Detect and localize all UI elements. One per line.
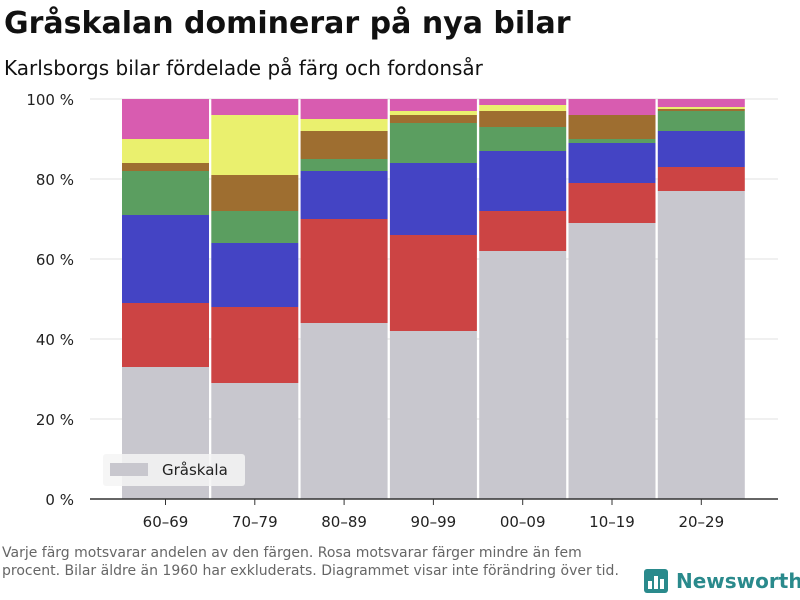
bar-segment	[389, 111, 477, 115]
legend-entry-label: Gråskala	[162, 461, 228, 479]
brand-name: Newsworthy	[676, 569, 800, 593]
chart-subtitle: Karlsborgs bilar fördelade på färg och f…	[4, 56, 483, 80]
bar-segment	[389, 115, 477, 123]
bar-segment	[300, 99, 388, 119]
y-tick-label: 100 %	[26, 91, 74, 109]
bar-segment	[479, 127, 567, 151]
bar-segment	[300, 131, 388, 159]
bar-segment	[122, 171, 209, 215]
stacked-bar-chart: 0 % 20 % 40 % 60 % 80 % 100 % 60–69 70–79 80–89 9…	[26, 91, 778, 531]
bar-segment	[479, 251, 567, 499]
y-tick-label: 0 %	[45, 491, 74, 509]
bar-segment	[211, 211, 299, 243]
bar-segment	[389, 235, 477, 331]
brand-logo: Newsworthy	[644, 568, 800, 594]
x-tick-label: 70–79	[232, 513, 278, 531]
x-tick-label: 00–09	[500, 513, 546, 531]
bar-segment	[122, 99, 209, 139]
bar-segment	[122, 163, 209, 171]
bar-segment	[657, 131, 745, 167]
bar-segment	[300, 323, 388, 499]
bar-segment	[657, 191, 745, 499]
x-tick-label: 20–29	[678, 513, 724, 531]
legend-swatch	[110, 463, 148, 476]
footnote: Varje färg motsvarar andelen av den färg…	[2, 545, 619, 579]
bar-segment	[657, 167, 745, 191]
bar-segment	[211, 99, 299, 115]
x-tick-label: 80–89	[321, 513, 367, 531]
x-tick-label: 60–69	[143, 513, 189, 531]
bar-segment	[479, 111, 567, 127]
bar-segment	[300, 219, 388, 323]
bar-segment	[211, 307, 299, 383]
y-tick-label: 60 %	[36, 251, 74, 269]
legend-box	[103, 454, 245, 486]
bar-segment	[389, 99, 477, 111]
bar-segment	[211, 243, 299, 307]
bar-segment	[657, 111, 745, 131]
bar-segment	[568, 115, 656, 139]
bar-segment	[479, 211, 567, 251]
bar-segment	[479, 105, 567, 111]
bar-segment	[122, 303, 209, 367]
bar-segment	[657, 109, 745, 111]
bar-segment	[389, 331, 477, 499]
bar-segment	[300, 171, 388, 219]
bar-segment	[568, 183, 656, 223]
bar-segment	[568, 143, 656, 183]
bar-chart-icon	[644, 569, 668, 593]
x-tick-label: 90–99	[411, 513, 457, 531]
bar-segment	[568, 139, 656, 143]
bar-segment	[389, 123, 477, 163]
x-tick-label: 10–19	[589, 513, 635, 531]
bar-segment	[568, 223, 656, 499]
bar-segment	[300, 119, 388, 131]
bar-segment	[479, 151, 567, 211]
bar-segment	[657, 99, 745, 107]
bar-segment	[479, 99, 567, 105]
bar-segment	[211, 175, 299, 211]
bar-segment	[122, 139, 209, 163]
y-tick-label: 80 %	[36, 171, 74, 189]
y-tick-label: 20 %	[36, 411, 74, 429]
chart-title: Gråskalan dominerar på nya bilar	[4, 6, 571, 41]
bar-segment	[211, 115, 299, 175]
bar-segment	[300, 159, 388, 171]
bar-segment	[122, 215, 209, 303]
bar-segment	[568, 99, 656, 115]
y-tick-label: 40 %	[36, 331, 74, 349]
bar-segment	[389, 163, 477, 235]
bar-segment	[657, 107, 745, 109]
